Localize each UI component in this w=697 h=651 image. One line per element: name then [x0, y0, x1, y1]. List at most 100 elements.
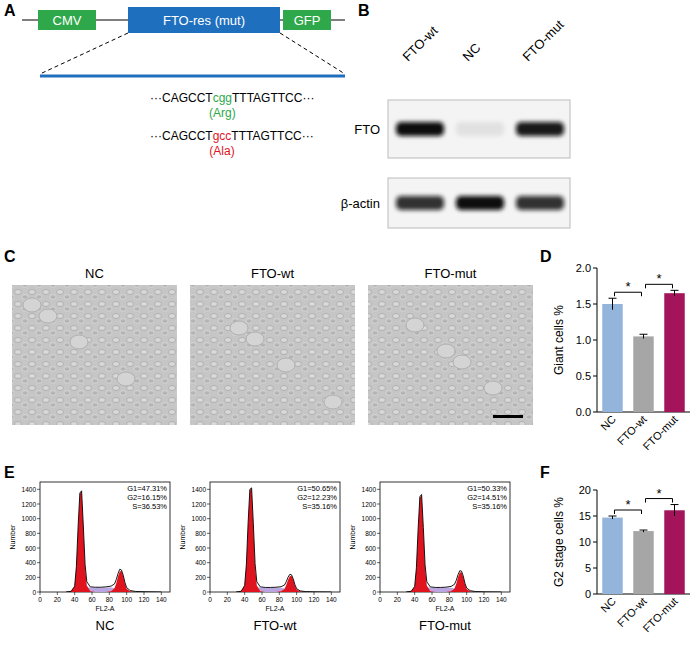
x-tick [210, 592, 211, 595]
chart-title: FTO-wt [253, 618, 296, 633]
y-tick-label: 1200 [192, 501, 207, 508]
annotation: S=36.53% [132, 502, 167, 511]
plot-frame [210, 482, 340, 592]
y-tick-label: 0 [32, 589, 36, 596]
y-tick-label: 800 [365, 530, 376, 537]
reporter-label: GFP [294, 13, 321, 28]
annotation: G1=50.65% [297, 484, 337, 493]
y-tick-label: 200 [195, 574, 206, 581]
x-tick-label: 60 [88, 596, 96, 603]
y-tick-label: 1000 [22, 515, 37, 522]
x-tick [466, 592, 467, 595]
x-tick-label: 120 [309, 596, 320, 603]
y-axis-label: Giant cells % [552, 305, 566, 375]
giant-cell [70, 335, 88, 349]
y-tick-label: 0 [585, 588, 591, 600]
y-tick-label: 1200 [362, 501, 377, 508]
zoom-line [40, 33, 128, 74]
y-tick-label: 1000 [362, 515, 377, 522]
y-tick [593, 412, 597, 413]
y-tick [377, 548, 380, 549]
x-tick-label: 80 [276, 596, 284, 603]
x-tick [484, 592, 485, 595]
significance-label: * [656, 271, 661, 286]
error-bar [640, 530, 648, 532]
gene-line [40, 75, 345, 78]
x-tick-label: 60 [258, 596, 266, 603]
y-tick [377, 504, 380, 505]
scale-bar [493, 415, 523, 418]
y-tick-label: 1400 [192, 486, 207, 493]
row-label: FTO [354, 122, 380, 137]
codon: gcc [213, 129, 232, 143]
y-tick-label: 400 [365, 559, 376, 566]
blot-frame [388, 100, 570, 158]
y-tick [207, 489, 210, 490]
y-tick-label: 0 [372, 589, 376, 596]
y-tick-label: 1400 [362, 486, 377, 493]
plot-frame [40, 482, 170, 592]
promoter-box [38, 10, 96, 30]
error-bar [640, 334, 648, 338]
lane-label: FTO-wt [400, 23, 441, 64]
figure: ABCDEFCMVFTO-res (mut)GFP···CAGCCTcggTTT… [0, 0, 697, 651]
bar [602, 518, 622, 594]
y-tick-label: 1400 [22, 486, 37, 493]
x-tick-label: 20 [224, 596, 232, 603]
annotation: S=35.16% [302, 502, 337, 511]
category-label: FTO-mut [640, 413, 679, 452]
histogram-area [236, 576, 331, 592]
x-tick [279, 592, 280, 595]
x-tick-label: 0 [208, 596, 212, 603]
plot-area [602, 290, 684, 412]
y-tick [593, 340, 597, 341]
category-label: NC [598, 595, 618, 615]
x-tick-label: 0 [378, 596, 382, 603]
x-axis-label: FL2-A [265, 605, 284, 612]
chart-title: NC [96, 618, 115, 633]
bar [664, 510, 684, 594]
giant-cell [437, 344, 455, 358]
x-tick [92, 592, 93, 595]
panel-label: C [4, 248, 16, 265]
x-tick [126, 592, 127, 595]
y-tick-label: 800 [25, 530, 36, 537]
amino-acid: (Ala) [209, 144, 234, 158]
panel-label: D [540, 248, 552, 265]
panel-label: F [540, 464, 550, 481]
y-tick [37, 518, 40, 519]
x-tick [57, 592, 58, 595]
codon: cgg [213, 91, 232, 105]
y-tick-label: 600 [195, 545, 206, 552]
giant-cell [246, 332, 264, 346]
annotation: G2=14.51% [467, 493, 507, 502]
category-label: NC [598, 413, 618, 433]
panel-label: A [4, 2, 16, 19]
x-tick [40, 592, 41, 595]
sequence-suffix: TTTAGTTCC··· [231, 129, 313, 143]
y-tick [207, 562, 210, 563]
band [516, 122, 564, 136]
x-tick [331, 592, 332, 595]
x-tick [244, 592, 245, 595]
giant-cell [277, 358, 295, 372]
x-tick-label: 0 [38, 596, 42, 603]
micrograph [12, 285, 177, 425]
x-tick-label: 120 [139, 596, 150, 603]
lane-label: FTO-mut [520, 17, 567, 64]
y-tick-label: 200 [25, 574, 36, 581]
bar [633, 531, 653, 594]
x-tick [227, 592, 228, 595]
x-tick-label: 100 [461, 596, 472, 603]
y-tick [593, 304, 597, 305]
gene-label: FTO-res (mut) [163, 13, 245, 28]
error-bar [671, 505, 679, 516]
category-label: FTO-mut [640, 595, 679, 634]
panel-label: B [358, 2, 370, 19]
x-tick-label: 100 [121, 596, 132, 603]
bar [633, 336, 653, 412]
y-axis-label: Number [9, 524, 16, 550]
y-tick-label: 0 [202, 589, 206, 596]
annotation: G1=47.31% [127, 484, 167, 493]
y-tick [377, 518, 380, 519]
